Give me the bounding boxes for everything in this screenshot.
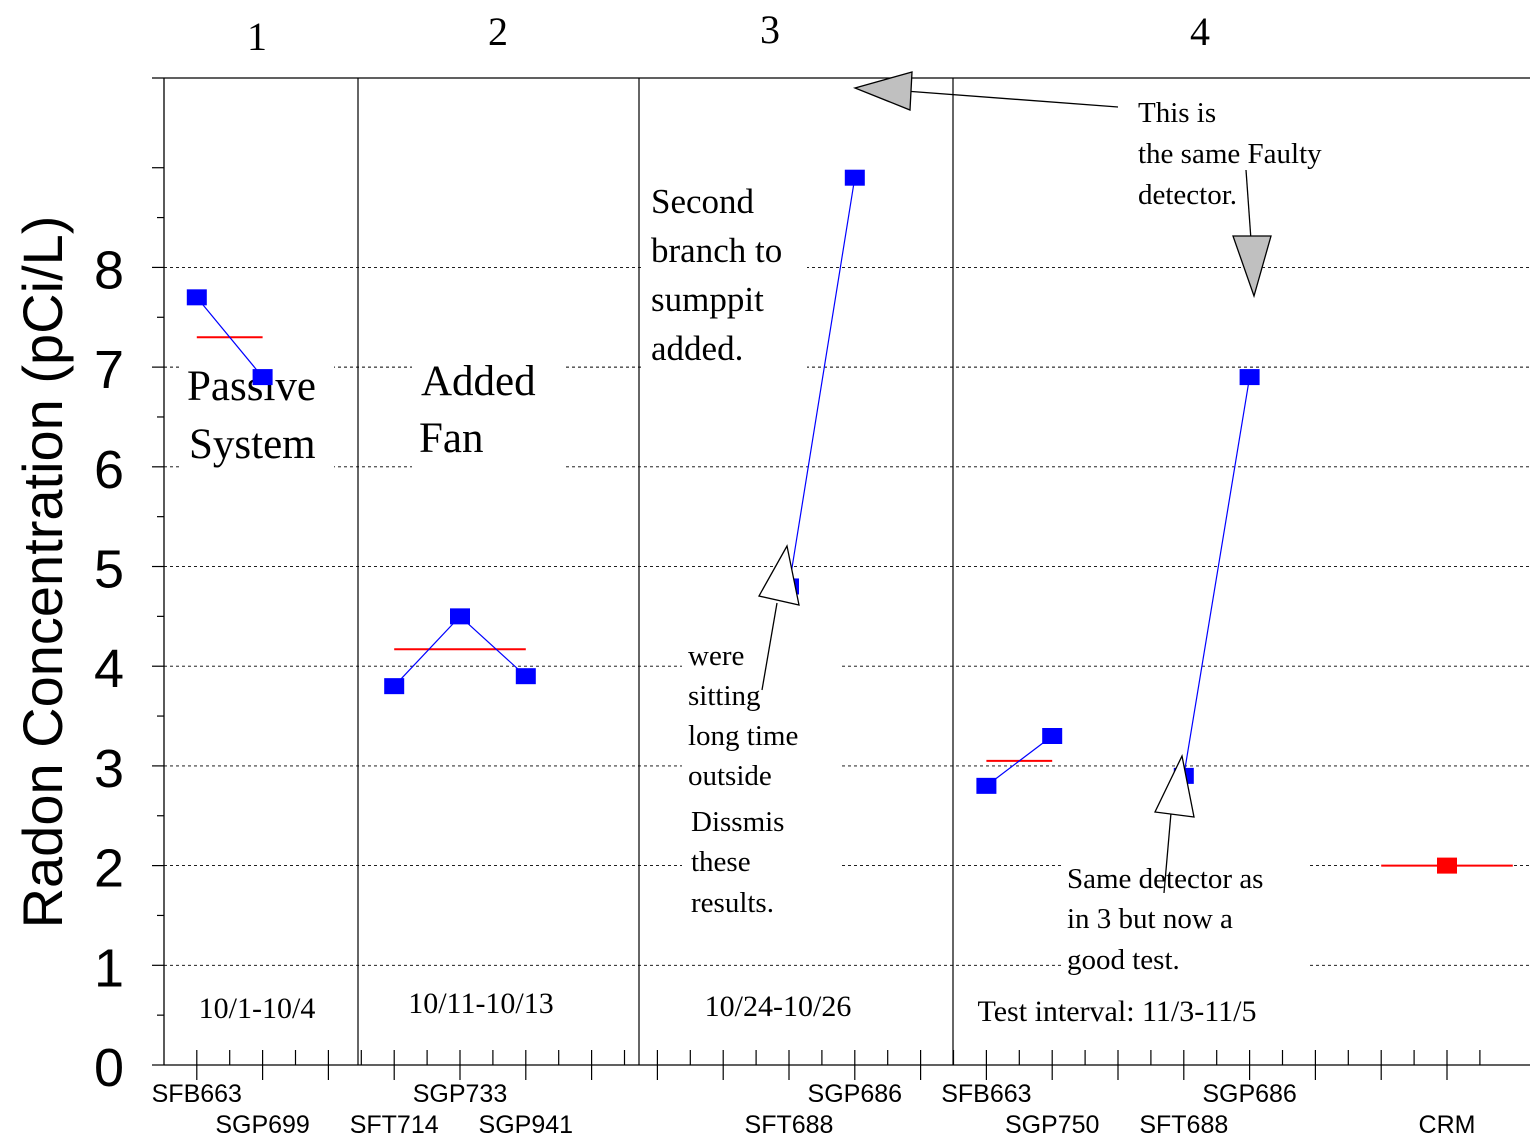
y-tick-label: 7 [94,340,124,400]
y-tick-label: 2 [94,839,124,899]
detector-point [515,668,536,685]
section-note-line: System [189,421,316,468]
x-tick-label: SFB663 [941,1080,1031,1108]
x-tick-label: SGP699 [215,1111,310,1139]
x-tick-label: SGP686 [1202,1080,1297,1108]
note-background [1132,92,1360,214]
arrow-shaft [761,602,778,691]
y-tick-label: 4 [94,639,124,699]
section-number: 3 [760,7,780,52]
test-interval-label: 10/24-10/26 [705,990,852,1023]
series-connector [986,735,1053,787]
detector-point [844,169,865,186]
test-interval-label: Test interval: 11/3-11/5 [978,995,1257,1028]
y-axis-ticks: 0 1 2 3 4 5 6 7 8 [94,167,164,1098]
y-tick-label: 5 [94,540,124,600]
arrow-head-white [758,544,800,606]
annotation-line: outside [688,760,772,792]
y-axis-title: Radon Concentration (pCi/L) [11,216,74,929]
x-tick-label: SFB663 [152,1080,242,1108]
section-note-line: Second [651,182,755,221]
annotation-line: detector. [1138,179,1237,211]
detector-point [186,289,207,306]
detector-point [384,678,405,695]
annotation-line: were [688,640,744,672]
series-connector [393,615,461,687]
note-background [412,348,564,470]
section-note-line: Added [421,358,536,405]
series-connector [1183,376,1251,776]
x-tick-label: SGP750 [1005,1111,1100,1139]
series-connector [196,296,264,378]
y-tick-label: 1 [94,938,124,998]
test-interval-label: 10/1-10/4 [199,992,316,1025]
arrow-shaft [1245,169,1252,241]
x-tick-label: SFT688 [745,1111,834,1139]
annotation-line: long time [688,720,798,752]
arrow-shaft [1163,812,1172,894]
section-note-line: Fan [419,415,484,462]
section-number: 2 [488,9,508,54]
annotation-line: sitting [688,680,761,712]
note-background [644,174,807,374]
test-interval-label: 10/11-10/13 [408,987,554,1020]
annotation-line: This is [1138,97,1216,129]
x-axis-ticks: SFB663 SGP699 SFT714 SGP733 SGP941 SFT688 SGP6… [152,1050,1481,1139]
x-tick-label: SFT688 [1139,1111,1228,1139]
data-series [186,169,1513,874]
section-note-line: Passive [187,363,316,410]
arrow-head-white [1154,753,1195,818]
series-connector [788,177,856,587]
y-tick-label: 3 [94,739,124,799]
x-tick-label: SGP941 [479,1111,574,1139]
arrow-head-gray [1232,235,1272,299]
crm-point [1437,857,1457,874]
series-connector [459,615,527,677]
detector-point [450,608,470,625]
y-tick-label: 0 [94,1038,124,1098]
x-tick-label: SGP686 [808,1080,903,1108]
annotation-line: in 3 but now a [1067,903,1233,935]
section-note-line: branch to [651,231,782,270]
arrow-shaft [904,90,1119,108]
detector-point [976,777,997,794]
note-background [1062,858,1310,978]
y-tick-label: 8 [94,240,124,300]
section-note-line: sumppit [651,280,764,319]
x-tick-label: SGP733 [413,1080,508,1108]
detector-point [1042,728,1063,744]
section-number: 4 [1190,9,1210,54]
x-tick-label: CRM [1419,1111,1476,1139]
x-tick-label: SFT714 [350,1111,439,1139]
gridlines [164,266,1530,966]
annotation-line: Dissmis [691,806,784,838]
note-background [682,636,840,928]
section-number: 1 [247,14,267,59]
detector-point [1239,369,1260,386]
annotation-line: results. [691,887,774,919]
section-note-line: added. [651,329,743,368]
annotation-line: the same Faulty [1138,138,1322,170]
annotation-line: these [691,846,751,878]
y-tick-label: 6 [94,440,124,500]
annotation-line: good test. [1067,944,1180,976]
detector-point [252,369,273,386]
arrow-head-gray [852,71,913,111]
